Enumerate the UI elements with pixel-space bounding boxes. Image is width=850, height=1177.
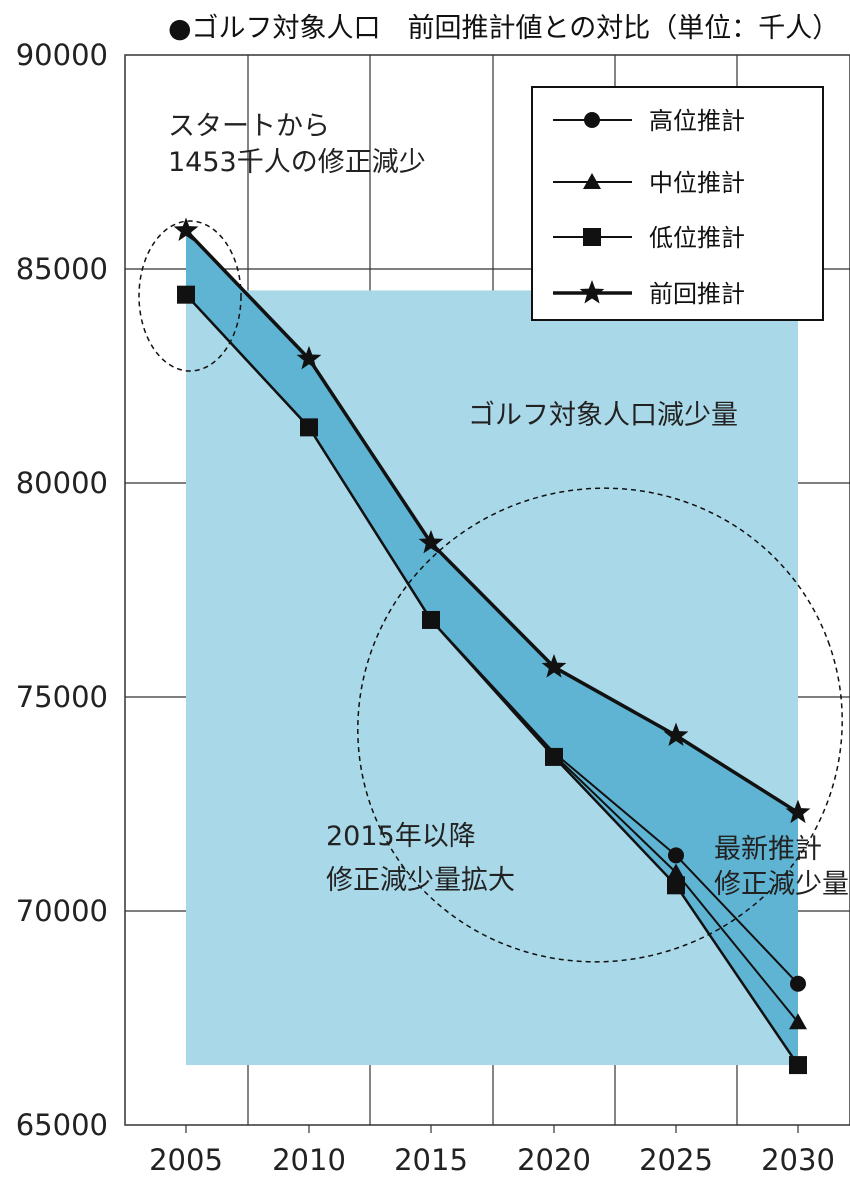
- low-estimate-point: [789, 1056, 807, 1075]
- x-tick-label: 2005: [149, 1143, 223, 1177]
- x-tick-label: 2015: [394, 1143, 468, 1177]
- legend-box: [531, 86, 824, 321]
- low-estimate-point: [300, 418, 318, 437]
- previous-estimate-point: [418, 529, 444, 554]
- legend-label: 高位推計: [649, 107, 745, 135]
- x-tick-label: 2020: [517, 1143, 591, 1177]
- y-tick-label: 70000: [16, 894, 108, 928]
- y-tick-label: 85000: [16, 252, 108, 286]
- legend-marker-previous: [579, 280, 605, 304]
- previous-estimate-point: [663, 722, 689, 746]
- y-tick-label: 90000: [16, 38, 108, 72]
- low-estimate-point: [177, 285, 195, 304]
- low-estimate-point: [667, 876, 685, 895]
- revision-ellipse: [357, 487, 843, 963]
- legend-label: 中位推計: [649, 169, 745, 197]
- legend-marker-low: [583, 228, 601, 246]
- legend-marker-high: [584, 112, 600, 128]
- mid-estimate-point: [789, 1013, 807, 1030]
- plot-frame: [124, 54, 850, 1126]
- high-estimate-point: [668, 847, 684, 864]
- annotation-after2015-line2: 修正減少量拡大: [326, 865, 515, 896]
- revision-band: [186, 230, 798, 1066]
- annotation-latest-line2: 修正減少量: [714, 869, 849, 900]
- previous-estimate-line: [184, 229, 799, 815]
- start-ellipse: [138, 220, 242, 372]
- annotation-latest-line1: 最新推計: [714, 834, 822, 865]
- low-estimate-line: [185, 293, 800, 1066]
- previous-estimate-point: [785, 799, 811, 824]
- x-tick-label: 2025: [639, 1143, 713, 1177]
- y-tick-label: 80000: [16, 466, 108, 500]
- previous-estimate-point: [173, 217, 199, 241]
- legend-label: 低位推計: [649, 224, 745, 252]
- plot-area: 65000 70000 75000 80000 85000 90000 2005 2010 20…: [16, 38, 850, 1177]
- annotation-start-line2: 1453千人の修正減少: [168, 147, 426, 178]
- high-estimate-point: [790, 975, 806, 992]
- x-tick-label: 2030: [761, 1143, 835, 1177]
- annotation-after2015-line1: 2015年以降: [326, 821, 476, 852]
- previous-estimate-point: [296, 345, 322, 370]
- low-estimate-point: [422, 610, 440, 629]
- x-tick-label: 2010: [272, 1143, 346, 1177]
- legend-label: 前回推計: [649, 280, 745, 308]
- legend-marker-mid: [583, 173, 601, 189]
- y-tick-label: 75000: [16, 680, 108, 714]
- chart-title: ●ゴルフ対象人口 前回推計値との対比（単位：千人）: [168, 13, 839, 44]
- y-tick-label: 65000: [16, 1108, 108, 1142]
- mid-estimate-point: [667, 863, 685, 880]
- annotation-area: ゴルフ対象人口減少量: [468, 400, 738, 431]
- previous-estimate-point: [541, 654, 567, 678]
- annotation-start-line1: スタートから: [168, 111, 330, 142]
- low-estimate-point: [545, 747, 563, 766]
